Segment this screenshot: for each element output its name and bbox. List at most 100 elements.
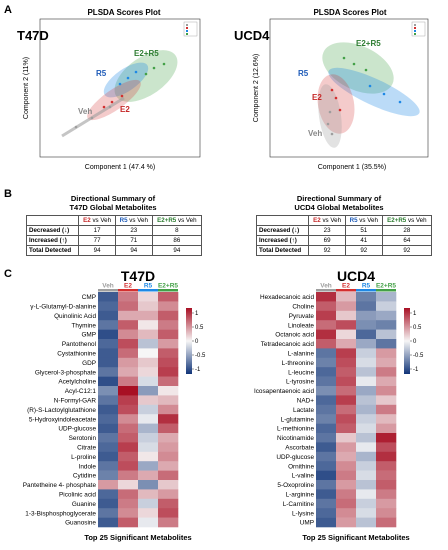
heatmap-cell bbox=[158, 320, 179, 330]
heatmap-column-label: Veh bbox=[320, 283, 332, 290]
heatmap-cell bbox=[98, 292, 119, 302]
cell-line-label: T47D bbox=[17, 28, 49, 43]
heatmap-cell bbox=[356, 489, 377, 500]
heatmap-cell bbox=[376, 367, 397, 377]
heatmap-cell bbox=[356, 310, 377, 321]
heatmap-cell bbox=[316, 376, 337, 387]
heatmap-row-label: L-leucine bbox=[288, 369, 314, 376]
heatmap-cell bbox=[376, 329, 397, 340]
heatmap-column-bar bbox=[376, 289, 396, 292]
legend-swatch-r5 bbox=[186, 30, 188, 32]
heatmap-cell bbox=[98, 310, 119, 321]
heatmap-cell bbox=[316, 414, 337, 424]
x-axis-label: Component 1 (47.4 %) bbox=[85, 164, 155, 171]
heatmap-cell bbox=[336, 451, 357, 462]
heatmap-cell bbox=[316, 357, 337, 368]
heatmap-cell bbox=[98, 357, 119, 368]
heatmap-row-label: 5-Oxoproline bbox=[277, 482, 314, 489]
heatmap-row-label: Ornithine bbox=[288, 463, 314, 470]
heatmap-cell bbox=[376, 461, 397, 471]
heatmap-cell bbox=[376, 442, 397, 453]
heatmap-row-label: Acyl-C12:1 bbox=[65, 388, 97, 395]
heatmap-row-label: Tetradecanoic acid bbox=[261, 341, 315, 348]
table-header-row: E2 vs Veh R5 vs Veh E2+R5 vs Veh bbox=[25, 215, 203, 226]
heatmap-cell bbox=[356, 470, 377, 481]
heatmap-cell bbox=[356, 376, 377, 387]
heatmap-row-label: L-valine bbox=[292, 473, 315, 480]
group-label-r5: R5 bbox=[298, 69, 309, 78]
heatmap-cell bbox=[158, 451, 179, 462]
heatmap-cell bbox=[118, 320, 139, 330]
heatmap-cell bbox=[138, 348, 159, 359]
heatmap-cell bbox=[138, 489, 159, 500]
table-row: Total Detected 94 94 94 bbox=[25, 245, 203, 256]
ellipse-e2r5 bbox=[114, 50, 178, 102]
heatmap-cell bbox=[376, 301, 397, 312]
heatmap-cell bbox=[118, 357, 139, 368]
heatmap-row-label: Choline bbox=[292, 303, 314, 310]
heatmap-cell bbox=[98, 320, 119, 330]
score-points bbox=[74, 62, 166, 129]
heatmap-cell bbox=[376, 357, 397, 368]
group-label-veh: Veh bbox=[308, 129, 322, 138]
legend-swatch-e2r5 bbox=[414, 33, 416, 35]
legend-box bbox=[183, 21, 198, 37]
heatmap-cell bbox=[316, 423, 337, 434]
heatmap-row-label: Ascorbate bbox=[285, 444, 314, 451]
heatmap-cell bbox=[98, 414, 119, 424]
heatmap-cell bbox=[118, 480, 139, 490]
heatmap-cell bbox=[98, 329, 119, 340]
table-row: Total Detected 92 92 92 bbox=[255, 245, 433, 256]
cell-line-label: UCD4 bbox=[234, 28, 270, 43]
heatmap-cell bbox=[376, 517, 397, 528]
heatmap-cell bbox=[376, 348, 397, 359]
heatmap-row-label: Indole bbox=[79, 463, 97, 470]
heatmap-row-label: (R)-S-Lactoylglutathione bbox=[27, 407, 96, 414]
heatmap-cell bbox=[316, 339, 337, 349]
heatmap-t47d: T47D Veh E2 R5 E2+R5 CMP γ-L-Glutamyl-D-alanin… bbox=[23, 268, 206, 542]
heatmap-cell bbox=[158, 517, 179, 528]
heatmap-cell bbox=[138, 517, 159, 528]
ellipse-r5 bbox=[328, 67, 420, 117]
heatmap-cell bbox=[158, 339, 179, 349]
heatmap-footer: Top 25 Significant Metabolites bbox=[84, 533, 191, 542]
heatmap-cell bbox=[316, 395, 337, 406]
heatmap-cell bbox=[316, 433, 337, 443]
heatmap-cell bbox=[336, 376, 357, 387]
heatmap-cell bbox=[158, 348, 179, 359]
heatmap-cell bbox=[356, 348, 377, 359]
heatmap-row-label: L-arginine bbox=[286, 491, 315, 498]
heatmap-cell bbox=[98, 480, 119, 490]
heatmap-cell bbox=[158, 367, 179, 377]
color-scale-label: 0.5 bbox=[413, 325, 422, 331]
heatmap-cell bbox=[336, 404, 357, 415]
heatmap-cell bbox=[158, 414, 179, 424]
heatmap-cell bbox=[376, 339, 397, 349]
heatmap-column-bar bbox=[118, 289, 138, 292]
heatmap-row-label: L-threonine bbox=[282, 360, 315, 367]
heatmap-cell bbox=[158, 470, 179, 481]
group-label-veh: Veh bbox=[78, 107, 92, 116]
legend-swatch-veh bbox=[414, 24, 416, 26]
heatmap-column-label: Veh bbox=[102, 283, 114, 290]
heatmap-cell bbox=[356, 357, 377, 368]
heatmap-cell bbox=[118, 414, 139, 424]
table-row: Decreased (↓) 17 23 8 bbox=[25, 225, 203, 236]
color-scale-bar bbox=[404, 308, 410, 374]
heatmap-cell bbox=[376, 414, 397, 424]
table-row: Decreased (↓) 23 51 28 bbox=[255, 225, 433, 236]
heatmap-row-label: Serotonin bbox=[69, 435, 97, 442]
heatmap-cell bbox=[336, 292, 357, 302]
heatmap-column-label: E2+R5 bbox=[158, 283, 178, 290]
group-label-r5: R5 bbox=[96, 69, 107, 78]
scores-title: PLSDA Scores Plot bbox=[87, 8, 160, 17]
heatmap-cell bbox=[376, 423, 397, 434]
heatmap-cell bbox=[158, 442, 179, 453]
heatmap-cell bbox=[336, 461, 357, 471]
heatmap-row-label: GDP bbox=[82, 360, 96, 367]
heatmap-row-label: L-proline bbox=[71, 454, 96, 461]
heatmap-cell bbox=[158, 376, 179, 387]
heatmap-row-label: NAD+ bbox=[297, 397, 314, 404]
heatmap-footer: Top 25 Significant Metabolites bbox=[302, 533, 409, 542]
heatmap-cell bbox=[138, 367, 159, 377]
